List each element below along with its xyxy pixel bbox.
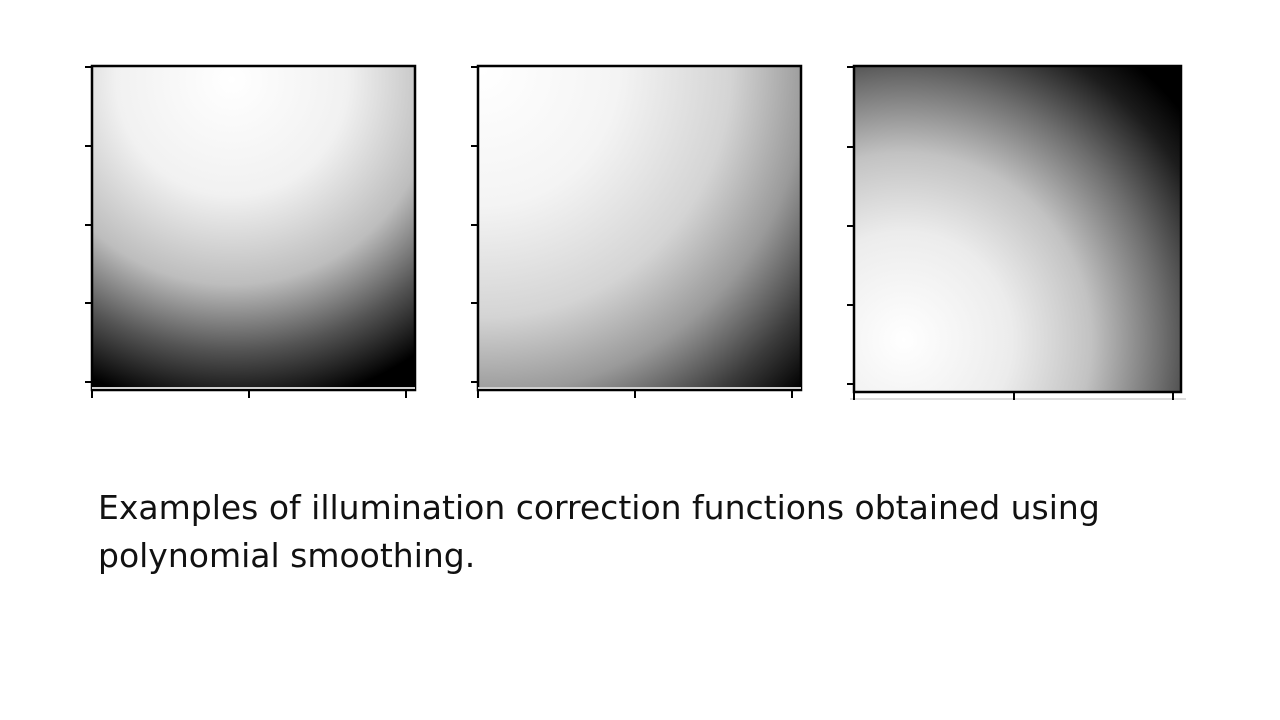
gradient-image bbox=[478, 66, 801, 390]
x-axis-ticks bbox=[477, 390, 793, 398]
figure-caption: Examples of illumination correction func… bbox=[98, 488, 1100, 575]
plot-frame bbox=[852, 64, 1183, 394]
gradient-image bbox=[92, 66, 415, 390]
illumination-function-3 bbox=[844, 60, 1189, 405]
x-axis-ticks bbox=[91, 390, 407, 398]
y-axis-ticks bbox=[85, 66, 92, 383]
illumination-function-2-plot bbox=[471, 64, 803, 398]
gradient-image bbox=[854, 66, 1181, 392]
illumination-function-1 bbox=[82, 60, 422, 405]
illumination-function-2 bbox=[468, 60, 808, 405]
y-axis-ticks bbox=[471, 66, 478, 383]
plot-frame bbox=[90, 64, 417, 392]
plot-frame bbox=[476, 64, 803, 392]
x-axis-ticks bbox=[853, 392, 1174, 400]
y-axis-ticks bbox=[847, 66, 854, 385]
illumination-function-3-plot bbox=[847, 64, 1186, 400]
illumination-function-1-plot bbox=[85, 64, 417, 398]
